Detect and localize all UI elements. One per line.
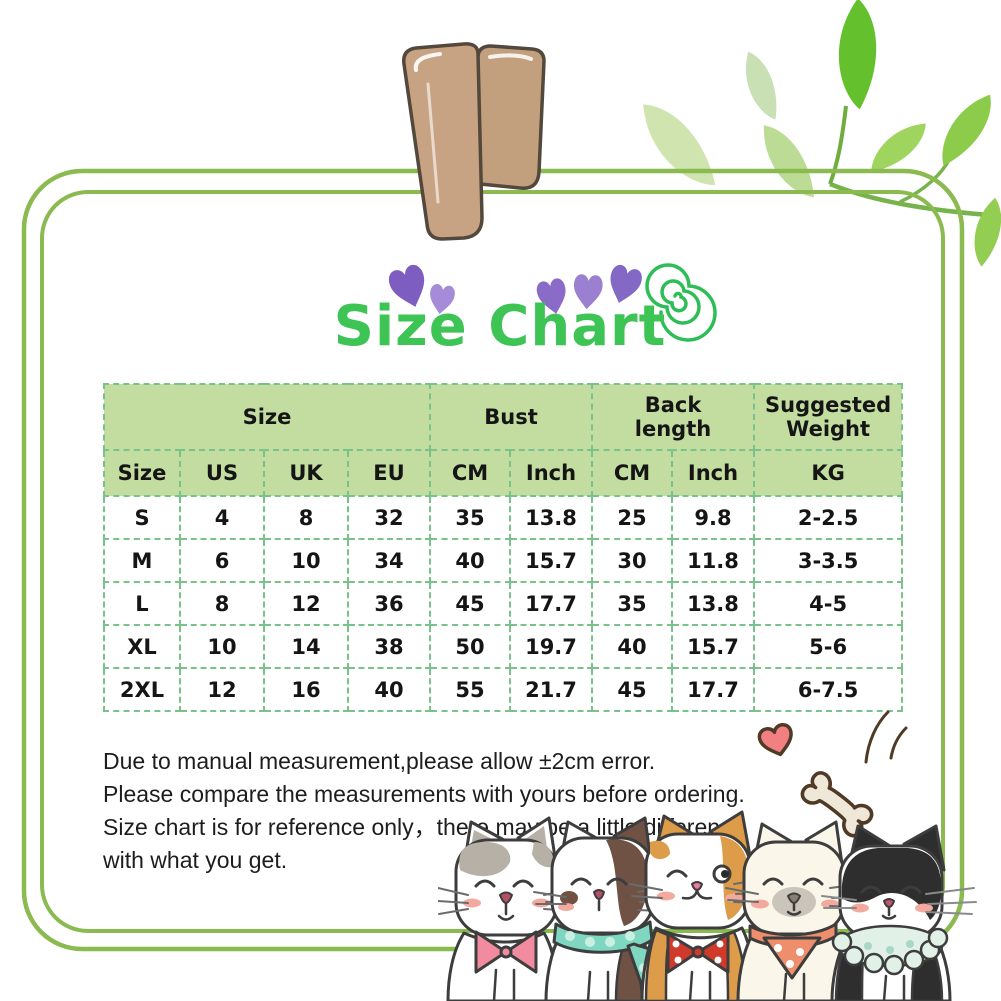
table-cell: 2XL — [103, 667, 181, 712]
cat-1 — [438, 816, 593, 1001]
table-cell: 17.7 — [509, 581, 593, 626]
hearts-icon — [386, 262, 717, 342]
table-cell: 5-6 — [752, 624, 904, 669]
spiral-icon — [645, 263, 717, 342]
table-cell: 4 — [179, 495, 265, 540]
table-cell: 32 — [347, 495, 431, 540]
column-header: CM — [429, 449, 511, 497]
group-header-back-length: Back length — [591, 383, 755, 451]
table-row: L 8 12 36 45 17.7 35 13.8 4-5 — [103, 581, 904, 626]
column-header: CM — [591, 449, 673, 497]
table-row: M 6 10 34 40 15.7 30 11.8 3-3.5 — [103, 538, 904, 583]
table-cell: 50 — [429, 624, 511, 669]
table-cell: 15.7 — [671, 624, 755, 669]
table-cell: 13.8 — [509, 495, 593, 540]
table-cell: 45 — [429, 581, 511, 626]
page-title: Size Chart — [333, 294, 667, 359]
table-cell: 34 — [347, 538, 431, 583]
table-cell: 30 — [591, 538, 673, 583]
table-cell: L — [103, 581, 181, 626]
note-line: Please compare the measurements with you… — [103, 781, 745, 807]
table-cell: 4-5 — [752, 581, 904, 626]
table-cell: 8 — [179, 581, 265, 626]
table-cell: 2-2.5 — [752, 495, 904, 540]
column-header: KG — [752, 449, 904, 497]
table-column-header-row: Size US UK EU CM Inch CM Inch KG — [103, 449, 904, 497]
table-cell: 13.8 — [671, 581, 755, 626]
table-cell: XL — [103, 624, 181, 669]
table-cell: 25 — [591, 495, 673, 540]
table-row: S 4 8 32 35 13.8 25 9.8 2-2.5 — [103, 495, 904, 540]
bone-icon — [800, 771, 874, 838]
table-cell: S — [103, 495, 181, 540]
group-header-bust: Bust — [429, 383, 593, 451]
table-cell: 12 — [179, 667, 265, 712]
table-cell: 55 — [429, 667, 511, 712]
table-cell: 12 — [263, 581, 349, 626]
column-header: UK — [263, 449, 349, 497]
table-cell: M — [103, 538, 181, 583]
group-header-size: Size — [103, 383, 431, 451]
table-cell: 38 — [347, 624, 431, 669]
table-cell: 15.7 — [509, 538, 593, 583]
group-header-suggested-weight: Suggested Weight — [752, 383, 904, 451]
note-line: with what you get. — [103, 847, 288, 873]
clothespin-icon — [402, 42, 546, 241]
table-cell: 10 — [263, 538, 349, 583]
table-cell: 17.7 — [671, 667, 755, 712]
table-cell: 16 — [263, 667, 349, 712]
table-cell: 35 — [591, 581, 673, 626]
table-cell: 40 — [591, 624, 673, 669]
column-header: Size — [103, 449, 181, 497]
table-cell: 10 — [179, 624, 265, 669]
cat-5 — [821, 824, 977, 1001]
table-row: XL 10 14 38 50 19.7 40 15.7 5-6 — [103, 624, 904, 669]
table-cell: 9.8 — [671, 495, 755, 540]
column-header: EU — [347, 449, 431, 497]
table-cell: 19.7 — [509, 624, 593, 669]
table-cell: 35 — [429, 495, 511, 540]
table-cell: 6 — [179, 538, 265, 583]
table-cell: 11.8 — [671, 538, 755, 583]
column-header: US — [179, 449, 265, 497]
table-cell: 21.7 — [509, 667, 593, 712]
column-header: Inch — [671, 449, 755, 497]
table-cell: 45 — [591, 667, 673, 712]
table-group-header-row: Size Bust Back length Suggested Weight — [103, 383, 904, 451]
leaves-icon — [632, 0, 1001, 269]
cats-illustration — [438, 810, 977, 1001]
table-cell: 14 — [263, 624, 349, 669]
table-cell: 40 — [429, 538, 511, 583]
table-cell: 3-3.5 — [752, 538, 904, 583]
table-cell: 8 — [263, 495, 349, 540]
column-header: Inch — [509, 449, 593, 497]
heart-doodle-icon — [757, 710, 908, 838]
note-line: Due to manual measurement,please allow ±… — [103, 748, 656, 774]
table-cell: 36 — [347, 581, 431, 626]
size-table: Size Bust Back length Suggested Weight S… — [103, 383, 904, 712]
table-cell: 40 — [347, 667, 431, 712]
table-row: 2XL 12 16 40 55 21.7 45 17.7 6-7.5 — [103, 667, 904, 712]
table-cell: 6-7.5 — [752, 667, 904, 712]
